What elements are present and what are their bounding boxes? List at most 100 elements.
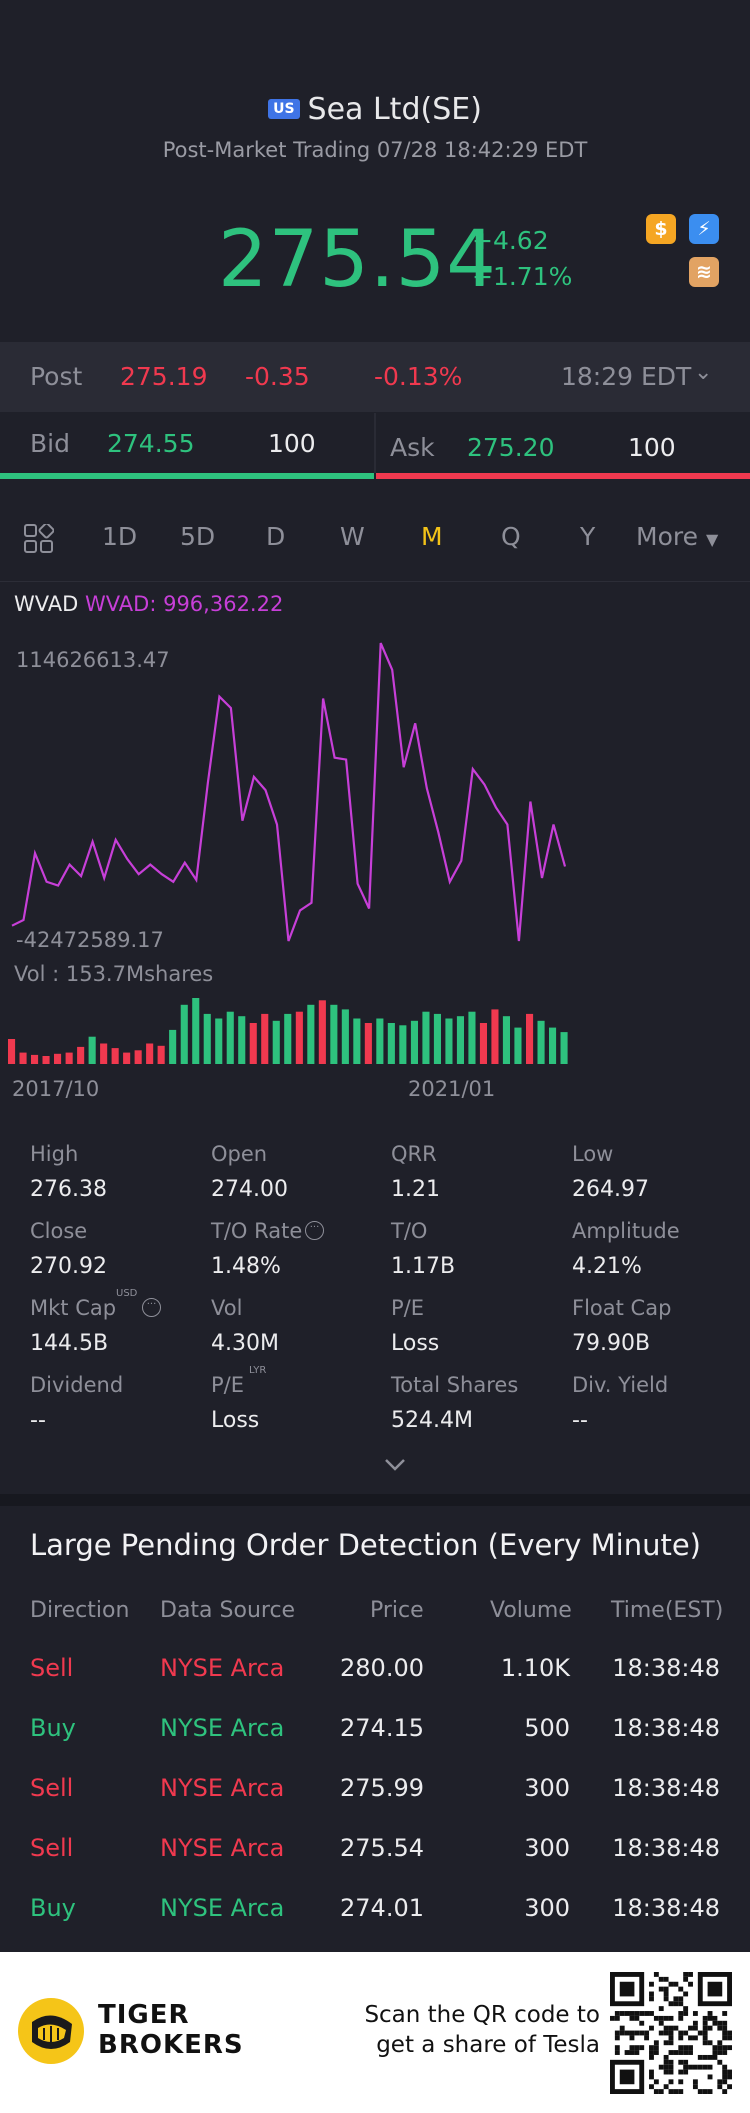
volume-bar xyxy=(123,1052,131,1064)
order-volume: 500 xyxy=(524,1714,570,1742)
order-direction: Buy xyxy=(30,1894,76,1922)
section-divider xyxy=(0,1494,750,1506)
order-source: NYSE Arca xyxy=(160,1894,285,1922)
volume-bar xyxy=(318,1000,326,1064)
scan-line2: get a share of Tesla xyxy=(376,2032,600,2058)
stat-value: 274.00 xyxy=(211,1177,288,1202)
price-change-pct: +1.71% xyxy=(472,262,573,291)
volume-bar xyxy=(537,1020,545,1064)
volume-chart[interactable] xyxy=(0,990,750,1066)
market-status: Post-Market Trading 07/28 18:42:29 EDT xyxy=(162,138,588,162)
tab-y[interactable]: Y xyxy=(580,522,596,551)
volume-bar xyxy=(295,1011,303,1064)
volume-bar xyxy=(399,1025,407,1064)
volume-bar xyxy=(8,1039,16,1064)
volume-bar xyxy=(180,1004,188,1064)
volume-bar xyxy=(226,1011,234,1064)
stat-value: Loss xyxy=(391,1331,440,1356)
volume-bar xyxy=(410,1020,418,1064)
tiger-logo xyxy=(18,1998,84,2064)
info-icon[interactable]: ··· xyxy=(142,1298,161,1317)
stat-value: -- xyxy=(572,1408,588,1433)
stat-label: Low xyxy=(572,1142,614,1166)
order-source: NYSE Arca xyxy=(160,1714,285,1742)
col-price: Price xyxy=(370,1598,424,1623)
volume-bar xyxy=(468,1011,476,1064)
col-direction: Direction xyxy=(30,1598,130,1623)
stat-label: Div. Yield xyxy=(572,1373,669,1397)
quote-header: US Sea Ltd(SE) Post-Market Trading 07/28 … xyxy=(0,0,750,340)
market-badge: US xyxy=(268,99,300,119)
stat-value: 4.21% xyxy=(572,1254,642,1279)
indicator-label[interactable]: WVAD WVAD: 996,362.22 xyxy=(14,592,283,616)
tab-more[interactable]: More ▼ xyxy=(636,522,718,551)
stat-value: -- xyxy=(30,1408,46,1433)
x-mid-label: 2021/01 xyxy=(408,1077,496,1101)
stat-label: T/O Rate xyxy=(211,1219,303,1243)
stat-label: Mkt Cap xyxy=(30,1296,117,1320)
wvad-chart[interactable] xyxy=(0,630,750,950)
volume-bar xyxy=(42,1056,50,1064)
volume-bar xyxy=(215,1018,223,1064)
volume-bar xyxy=(479,1023,487,1064)
volume-bar xyxy=(111,1048,119,1064)
volume-bar xyxy=(192,998,200,1064)
order-source: NYSE Arca xyxy=(160,1654,285,1682)
ask-label: Ask xyxy=(390,433,435,462)
post-change: -0.35 xyxy=(245,362,310,391)
stat-label: P/E xyxy=(211,1373,245,1397)
bid-bar xyxy=(0,473,374,479)
order-price: 274.01 xyxy=(340,1894,424,1922)
lightning-icon[interactable]: ⚡ xyxy=(689,214,719,244)
bid-size: 100 xyxy=(268,429,316,458)
volume-bar xyxy=(100,1043,108,1064)
volume-bar xyxy=(560,1032,568,1064)
bid-label: Bid xyxy=(30,429,70,458)
expand-chevron-icon[interactable] xyxy=(380,1455,410,1475)
x-start-label: 2017/10 xyxy=(12,1077,100,1101)
volume-bar xyxy=(514,1027,522,1064)
stat-value: 144.5B xyxy=(30,1331,109,1356)
ask-size: 100 xyxy=(628,433,676,462)
order-price: 275.54 xyxy=(340,1834,424,1862)
volume-bar xyxy=(526,1013,534,1064)
post-market-row[interactable]: Post 275.19 -0.35 -0.13% 18:29 EDT ⌄ xyxy=(0,342,750,412)
stat-label: Dividend xyxy=(30,1373,124,1397)
stat-label: P/E xyxy=(391,1296,425,1320)
volume-bar xyxy=(330,1004,338,1064)
info-icon[interactable]: ··· xyxy=(305,1221,324,1240)
order-direction: Sell xyxy=(30,1774,74,1802)
volume-bar xyxy=(353,1018,361,1064)
brand-line2: BROKERS xyxy=(98,2030,244,2060)
volume-bar xyxy=(54,1053,62,1064)
qr-code[interactable] xyxy=(610,1972,732,2094)
tab-m[interactable]: M xyxy=(421,522,443,551)
volume-bar xyxy=(364,1023,372,1064)
stat-label: Total Shares xyxy=(391,1373,519,1397)
grid-icon[interactable] xyxy=(24,524,54,554)
chevron-down-icon[interactable]: ⌄ xyxy=(694,360,713,385)
order-source: NYSE Arca xyxy=(160,1834,285,1862)
promo-footer[interactable]: TIGER BROKERS Scan the QR code to get a … xyxy=(0,1952,750,2113)
tab-w[interactable]: W xyxy=(340,522,365,551)
tab-1d[interactable]: 1D xyxy=(102,522,138,551)
col-time: Time(EST) xyxy=(611,1598,724,1623)
volume-bar xyxy=(169,1029,177,1064)
volume-bar xyxy=(456,1016,464,1064)
stack-icon[interactable]: ≋ xyxy=(689,257,719,287)
volume-bar xyxy=(238,1016,246,1064)
order-price: 280.00 xyxy=(340,1654,424,1682)
volume-label: Vol : 153.7Mshares xyxy=(14,962,214,986)
dollar-icon[interactable]: $ xyxy=(646,214,676,244)
tab-d[interactable]: D xyxy=(266,522,286,551)
period-tabs: 1D 5D D W M Q Y More ▼ xyxy=(0,490,750,582)
volume-bar xyxy=(146,1043,154,1064)
stat-superscript: USD xyxy=(116,1288,138,1299)
tab-5d[interactable]: 5D xyxy=(180,522,216,551)
stat-value: Loss xyxy=(211,1408,260,1433)
stat-label: Open xyxy=(211,1142,268,1166)
volume-bar xyxy=(157,1045,165,1064)
tab-q[interactable]: Q xyxy=(501,522,521,551)
indicator-value: WVAD: 996,362.22 xyxy=(85,592,284,616)
stat-value: 4.30M xyxy=(211,1331,279,1356)
